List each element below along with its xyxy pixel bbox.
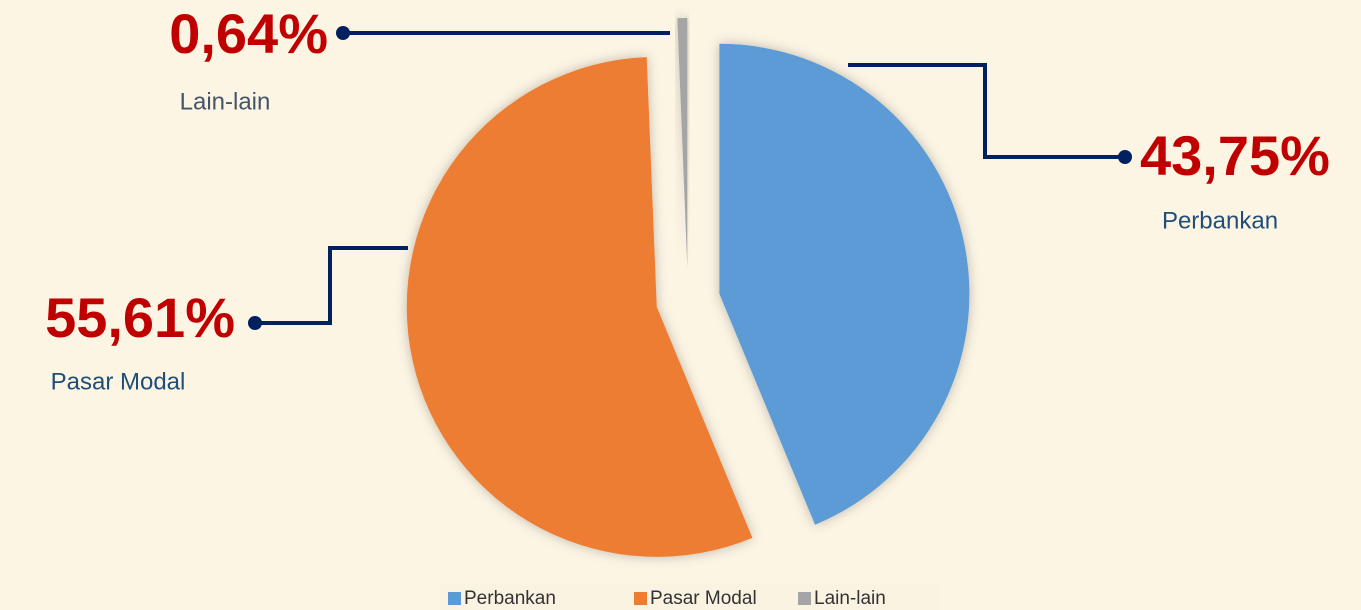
pie-slice: [719, 43, 970, 525]
leader-dot: [336, 26, 350, 40]
category-label: Perbankan: [1162, 207, 1278, 234]
legend-label: Lain-lain: [814, 588, 886, 609]
category-label: Lain-lain: [180, 88, 271, 115]
legend-box: [440, 584, 940, 610]
legend-swatch: [798, 592, 811, 605]
value-label: 0,64%: [169, 2, 328, 65]
leader-line: [255, 246, 408, 325]
legend-label: Pasar Modal: [650, 588, 757, 609]
leader-dot: [1118, 150, 1132, 164]
pie-slice: [406, 57, 753, 557]
legend-swatch: [448, 592, 461, 605]
value-label: 43,75%: [1140, 124, 1330, 187]
legend-swatch: [634, 592, 647, 605]
category-label: Pasar Modal: [51, 368, 186, 395]
legend-label: Perbankan: [464, 588, 556, 609]
value-label: 55,61%: [45, 286, 235, 349]
pie-slice: [677, 18, 688, 269]
leader-line: [848, 63, 1125, 159]
leader-dot: [248, 316, 262, 330]
